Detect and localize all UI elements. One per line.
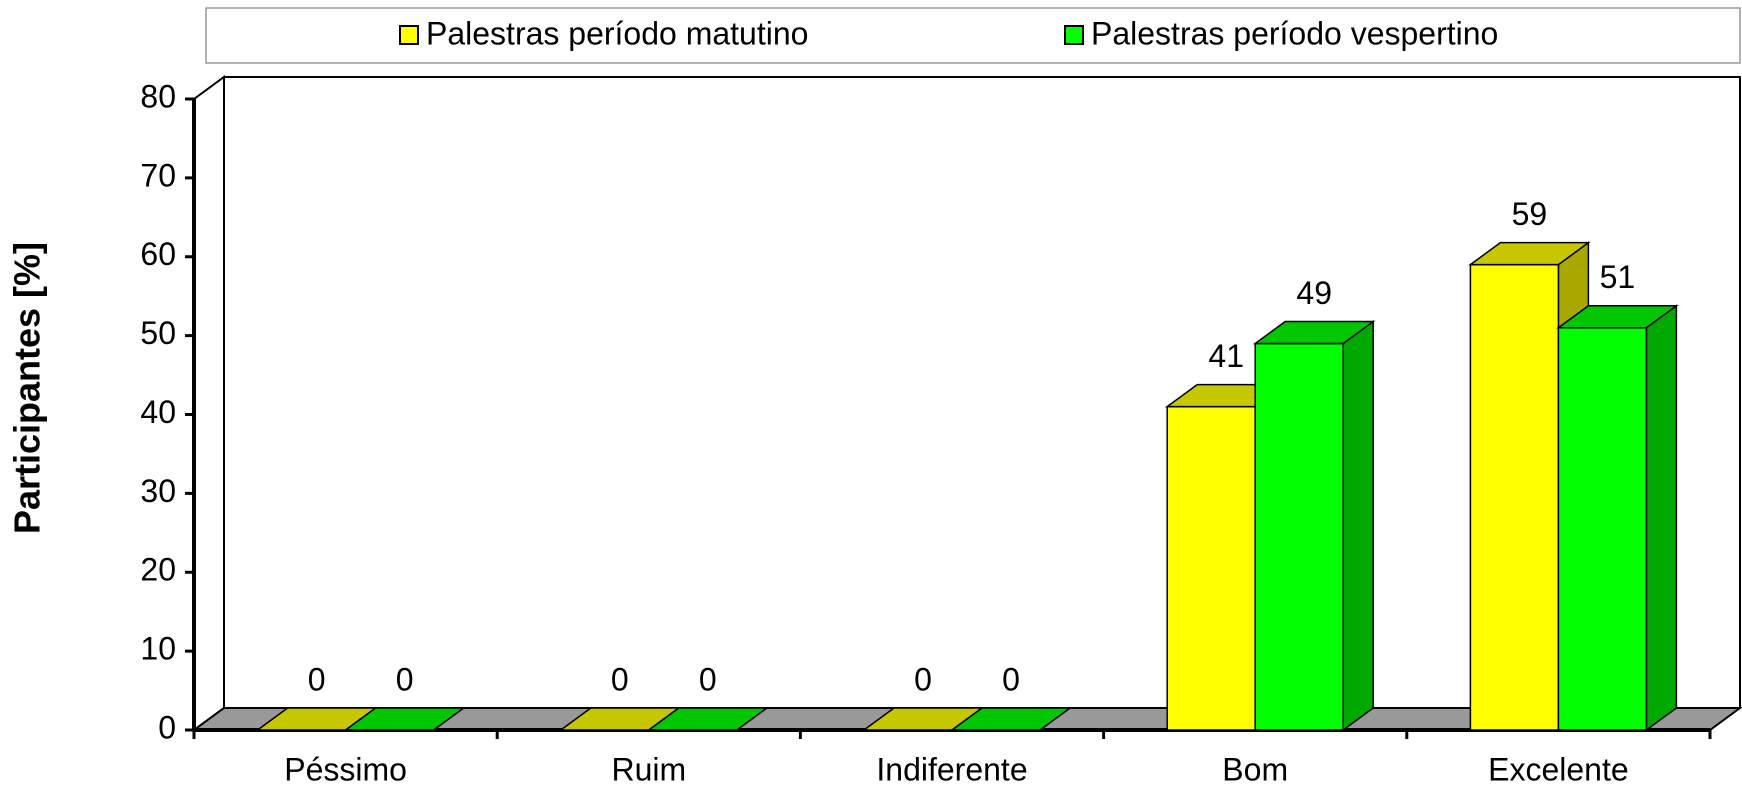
data-label: 59: [1512, 196, 1548, 232]
bar-top: [1556, 304, 1679, 329]
y-tick-label: 40: [140, 394, 176, 430]
y-tick-label: 50: [140, 315, 176, 351]
bar-side: [1645, 304, 1678, 732]
bar: [1556, 304, 1679, 732]
y-tick-label: 20: [140, 552, 176, 588]
bar-top: [1252, 320, 1376, 345]
legend-label: Palestras período vespertino: [1091, 15, 1498, 51]
y-tick-label: 60: [140, 236, 176, 272]
bar: [1252, 320, 1376, 732]
x-tick-label: Indiferente: [876, 751, 1027, 787]
y-tick-label: 70: [140, 157, 176, 193]
bar-front: [1254, 342, 1344, 731]
data-label: 0: [1002, 661, 1020, 697]
legend-box: [205, 7, 1741, 64]
data-label: 0: [396, 661, 414, 697]
y-tick-label: 30: [140, 473, 176, 509]
bar-front: [1469, 263, 1560, 731]
bar-front: [1166, 405, 1256, 731]
y-axis-label: Participantes [%]: [7, 242, 48, 534]
data-label: 51: [1600, 259, 1636, 295]
legend-swatch: [399, 25, 419, 45]
legend-label: Palestras período matutino: [426, 15, 808, 51]
bar-side: [1342, 320, 1374, 732]
data-label: 0: [914, 661, 932, 697]
data-label: 41: [1208, 338, 1244, 374]
bar-top: [646, 707, 770, 731]
bar-top: [1468, 241, 1591, 266]
side-wall: [193, 75, 225, 732]
bar-front: [1557, 326, 1648, 731]
bar: [646, 707, 770, 731]
data-label: 0: [308, 661, 326, 697]
legend-swatch: [1064, 25, 1084, 45]
x-tick-label: Excelente: [1488, 751, 1629, 787]
data-label: 0: [699, 661, 717, 697]
bar: [343, 707, 466, 731]
y-tick-label: 0: [158, 709, 176, 745]
bar: [949, 707, 1073, 731]
bar-top: [949, 707, 1073, 731]
data-label: 0: [611, 661, 629, 697]
bar-top: [343, 707, 466, 731]
x-tick-label: Ruim: [611, 751, 686, 787]
data-label: 49: [1296, 275, 1332, 311]
y-tick-label: 10: [140, 631, 176, 667]
x-tick-label: Péssimo: [284, 751, 407, 787]
x-tick-label: Bom: [1222, 751, 1288, 787]
y-tick-label: 80: [140, 78, 176, 114]
